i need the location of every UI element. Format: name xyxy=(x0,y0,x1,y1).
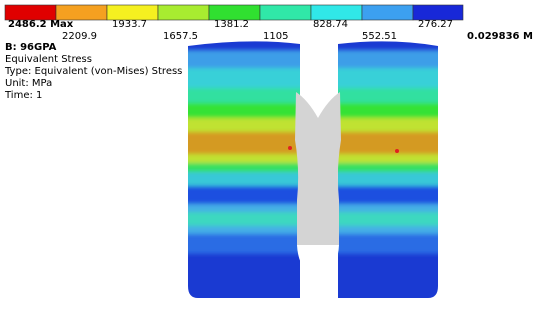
legend-label: 552.51 xyxy=(362,31,397,42)
slot xyxy=(295,92,341,245)
info-line: Type: Equivalent (von-Mises) Stress xyxy=(4,66,182,77)
legend-label: 1657.5 xyxy=(163,31,198,42)
info-line: Unit: MPa xyxy=(5,78,52,89)
info-title: B: 96GPA xyxy=(5,42,57,53)
legend-label: 1933.7 xyxy=(112,19,147,30)
slot-tip xyxy=(297,245,339,280)
legend-label: 1105 xyxy=(263,31,288,42)
legend-bar xyxy=(5,5,463,20)
result-view: 2486.2 Max 1933.7 1381.2 828.74 276.27 2… xyxy=(0,0,533,325)
legend-label: 828.74 xyxy=(313,19,348,30)
info-line: Equivalent Stress xyxy=(5,54,92,65)
legend-label: 2486.2 Max xyxy=(8,19,74,30)
legend-label: 1381.2 xyxy=(214,19,249,30)
legend-label: 276.27 xyxy=(418,19,453,30)
info-line: Time: 1 xyxy=(4,90,42,101)
legend-label: 0.029836 Min xyxy=(467,31,533,42)
legend-label: 2209.9 xyxy=(62,31,97,42)
